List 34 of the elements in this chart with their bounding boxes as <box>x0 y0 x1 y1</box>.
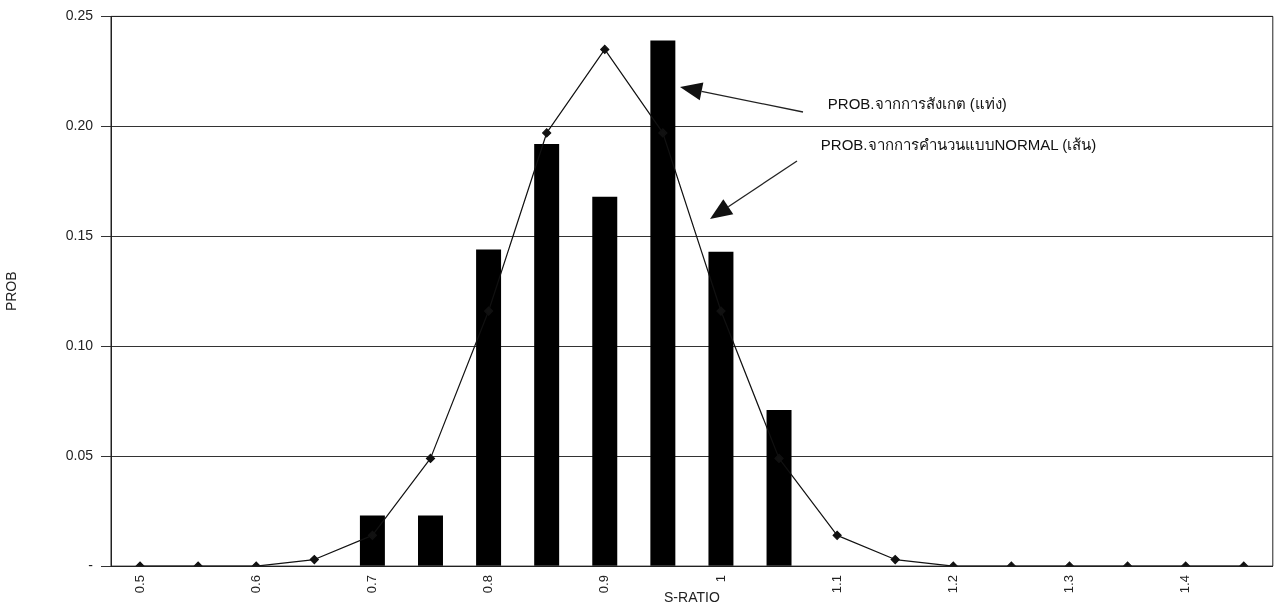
bar <box>476 249 502 566</box>
x-tick-label: 0.5 <box>131 575 147 594</box>
y-axis-title: PROB <box>3 271 20 312</box>
x-tick-label: 0.6 <box>247 575 263 594</box>
y-tick-label: 0.20 <box>65 117 94 134</box>
x-axis-title: S-RATIO <box>664 589 720 606</box>
bar <box>708 251 734 566</box>
x-tick-label: 0.7 <box>363 575 379 594</box>
y-tick-label: 0.15 <box>65 227 94 244</box>
x-tick-label: 1.4 <box>1177 575 1193 594</box>
x-tick-label: 1.3 <box>1061 575 1077 594</box>
point <box>600 44 610 54</box>
annotation: PROB.จากการคำนวนแบบNORMAL (เส้น) <box>820 134 1097 155</box>
point <box>890 554 900 565</box>
bar <box>592 196 618 566</box>
y-tick-label: 0.25 <box>65 7 94 24</box>
x-tick-label: 1.2 <box>944 575 960 594</box>
y-tick-label: - <box>88 556 94 573</box>
bar <box>359 515 385 566</box>
x-tick-label: 0.9 <box>596 575 612 594</box>
x-tick-label: 1 <box>712 575 728 583</box>
bar <box>418 515 443 566</box>
bar <box>766 410 792 566</box>
bar <box>650 40 676 566</box>
point <box>832 530 842 540</box>
annotation: PROB.จากการสังเกต (แท่ง) <box>827 93 1007 114</box>
point <box>425 453 436 463</box>
x-tick-label: 1.1 <box>828 575 844 594</box>
y-tick-label: 0.05 <box>65 447 94 464</box>
y-tick-label: 0.10 <box>65 337 94 354</box>
point <box>542 128 552 138</box>
point <box>309 554 319 565</box>
bar <box>534 143 560 566</box>
x-tick-label: 0.8 <box>480 575 496 594</box>
